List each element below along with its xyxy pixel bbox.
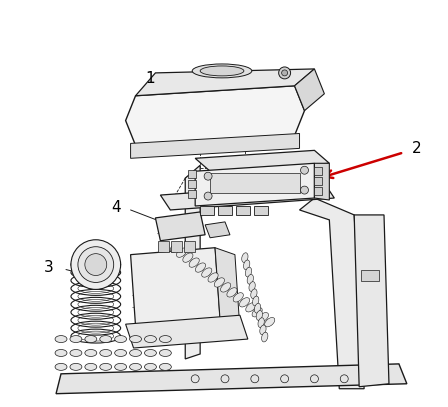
Ellipse shape [200,66,244,76]
Polygon shape [188,170,196,178]
Circle shape [71,240,121,289]
Ellipse shape [247,274,254,284]
Ellipse shape [115,350,127,357]
Ellipse shape [246,303,256,312]
Ellipse shape [265,317,275,327]
Circle shape [301,166,309,174]
Text: 2: 2 [412,141,422,156]
Ellipse shape [208,273,218,282]
Polygon shape [254,206,268,215]
Ellipse shape [100,363,112,370]
Polygon shape [218,206,232,215]
Ellipse shape [220,283,231,292]
Ellipse shape [249,282,255,291]
Ellipse shape [195,263,206,272]
Ellipse shape [254,303,261,313]
Ellipse shape [129,336,142,343]
Polygon shape [130,133,300,158]
Ellipse shape [192,64,252,78]
Ellipse shape [159,363,171,370]
Ellipse shape [246,267,252,277]
Polygon shape [205,222,230,238]
Circle shape [282,70,288,76]
Ellipse shape [100,350,112,357]
Ellipse shape [252,308,262,317]
Polygon shape [195,150,329,171]
Polygon shape [314,177,323,185]
Polygon shape [210,173,300,193]
Circle shape [78,247,114,282]
Polygon shape [215,248,240,329]
Ellipse shape [239,298,250,307]
Polygon shape [185,165,200,359]
Ellipse shape [242,253,248,263]
Polygon shape [236,206,250,215]
Polygon shape [195,163,314,206]
Ellipse shape [55,350,67,357]
Ellipse shape [129,350,142,357]
Ellipse shape [260,325,266,335]
Ellipse shape [85,336,97,343]
Ellipse shape [100,336,112,343]
Ellipse shape [145,350,156,357]
Polygon shape [155,212,205,241]
Polygon shape [314,187,323,195]
Text: 1: 1 [146,71,155,86]
Polygon shape [361,269,379,282]
Ellipse shape [183,253,193,262]
Ellipse shape [189,258,199,267]
Ellipse shape [262,332,268,342]
Ellipse shape [70,336,82,343]
Polygon shape [294,69,324,111]
Ellipse shape [258,313,268,322]
Polygon shape [184,241,195,252]
Polygon shape [188,180,196,188]
Polygon shape [314,167,323,175]
Ellipse shape [251,289,257,299]
Ellipse shape [227,288,237,297]
Polygon shape [300,198,364,389]
Ellipse shape [170,243,181,252]
Polygon shape [130,248,220,326]
Ellipse shape [177,248,187,257]
Polygon shape [136,69,314,96]
Polygon shape [125,86,305,145]
Ellipse shape [145,336,156,343]
Circle shape [301,186,309,194]
Circle shape [204,192,212,200]
Ellipse shape [159,350,171,357]
Ellipse shape [70,363,82,370]
Polygon shape [171,241,182,252]
Ellipse shape [70,350,82,357]
Polygon shape [160,183,334,210]
Polygon shape [354,215,389,387]
Ellipse shape [145,363,156,370]
Ellipse shape [258,318,264,328]
Circle shape [279,67,291,79]
Ellipse shape [253,296,259,306]
Ellipse shape [115,336,127,343]
Circle shape [85,254,107,276]
Text: 3: 3 [44,260,54,275]
Ellipse shape [202,268,212,277]
Ellipse shape [115,363,127,370]
Ellipse shape [233,293,243,302]
Ellipse shape [159,336,171,343]
Polygon shape [200,206,214,215]
Ellipse shape [85,363,97,370]
Polygon shape [188,190,196,198]
Polygon shape [159,241,169,252]
Polygon shape [314,163,329,200]
Ellipse shape [55,336,67,343]
Ellipse shape [129,363,142,370]
Ellipse shape [214,278,224,287]
Ellipse shape [55,363,67,370]
Text: 4: 4 [111,201,121,215]
Polygon shape [56,364,407,394]
Ellipse shape [256,311,263,320]
Polygon shape [125,315,248,348]
Circle shape [204,172,212,180]
Ellipse shape [244,260,250,270]
Ellipse shape [85,350,97,357]
